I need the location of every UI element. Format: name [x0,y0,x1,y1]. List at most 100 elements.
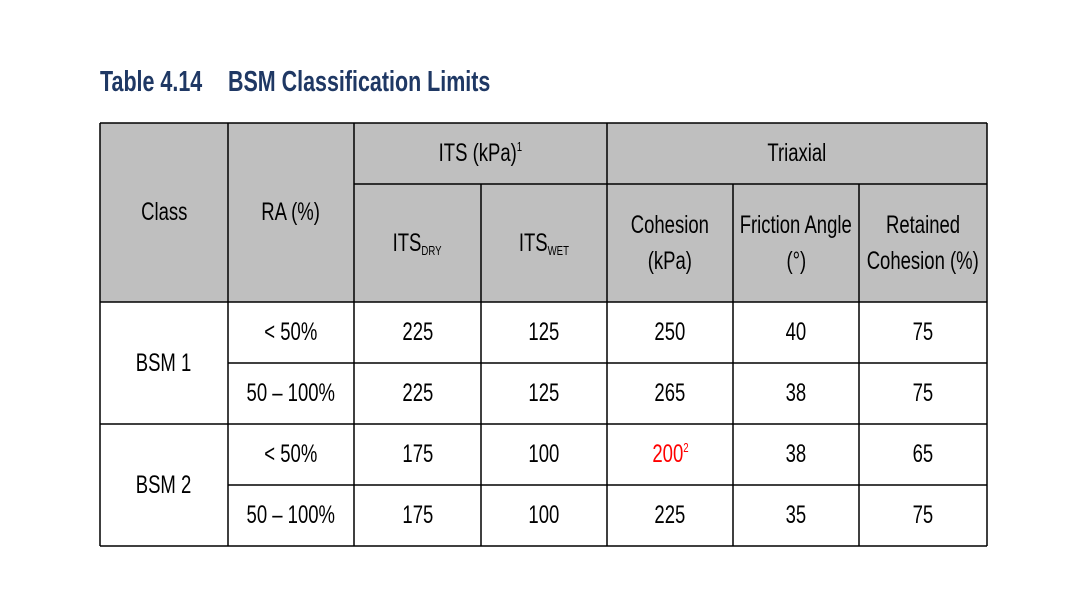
header-cell: ITS (kPa)1 [354,123,607,184]
class-cell: BSM 1 [100,302,228,424]
cell-value: 100 [528,440,560,469]
data-cell: 65 [859,424,987,485]
subscript: DRY [421,242,442,258]
cell-text: 65 [913,436,934,472]
data-cell: 125 [481,363,607,424]
cell-text: (°) [786,243,806,279]
cell-text: 38 [786,436,807,472]
cell-value: (kPa) [647,247,693,275]
data-cell: < 50% [228,302,354,363]
data-cell: 175 [354,485,481,546]
data-cell: 225 [607,485,733,546]
cell-value: Triaxial [767,139,827,168]
header-cell: ITSWET [481,184,607,302]
cell-text: 75 [913,375,934,411]
header-background [100,123,987,302]
table-title: BSM Classification Limits [228,66,491,98]
data-cell: 40 [733,302,859,363]
header-cell: RA (%) [228,123,354,302]
cell-value: Class [140,198,188,227]
cell-value: 100 [528,501,560,530]
cell-main: ITS (kPa) [438,139,517,168]
cell-value: 175 [402,440,433,469]
footnote-ref: 2 [682,440,689,456]
cell-text: 50 – 100% [247,375,335,411]
cell-text: 38 [786,375,807,411]
cell-value: Cohesion (%) [866,247,980,275]
cell-value: RA (%) [261,198,321,227]
cell-text: 40 [786,314,807,350]
cell-value: 50 – 100% [246,501,336,530]
cell-value: 75 [912,318,934,347]
data-cell: 125 [481,302,607,363]
data-cell: 75 [859,363,987,424]
cell-line: Retained [873,207,973,243]
cell-text: 100 [529,436,560,472]
cell-text: ITS (kPa)1 [439,135,522,171]
cell-main: 200 [651,440,683,469]
cell-text: 75 [913,314,934,350]
cell-value: 250 [654,318,686,347]
cell-text: 175 [402,436,433,472]
class-cell: BSM 2 [100,424,228,546]
cell-value: 175 [402,501,433,530]
cell-text: 225 [402,375,433,411]
cell-value: 38 [785,440,807,469]
cell-text: < 50% [265,436,318,472]
data-cell: 225 [354,363,481,424]
cell-value: 75 [912,379,934,408]
data-cell: 225 [354,302,481,363]
cell-text: 100 [529,497,560,533]
cell-text: 125 [529,375,560,411]
data-cell: 75 [859,302,987,363]
cell-text: Friction Angle [740,207,852,243]
cell-text: 225 [402,314,433,350]
header-cell: Cohesion (kPa) [607,184,733,302]
cell-text: Class [141,194,187,230]
cell-value: 225 [402,379,433,408]
cell-line: Cohesion (%) [847,243,998,279]
cell-text: 2002 [652,436,688,472]
data-cell: 100 [481,485,607,546]
cell-text: RA (%) [262,194,321,230]
data-cell: 38 [733,424,859,485]
cell-text: < 50% [265,314,318,350]
cell-line: Friction Angle [720,207,871,243]
data-cell: 38 [733,363,859,424]
cell-value: 40 [785,318,807,347]
cell-value: Cohesion [630,210,710,239]
data-cell: 2002 [607,424,733,485]
cell-text: Cohesion (%) [867,243,979,279]
cell-value: 225 [654,501,686,530]
cell-text: 75 [913,497,934,533]
cell-text: 50 – 100% [247,497,335,533]
header-cell: Retained Cohesion (%) [859,184,987,302]
cell-text: BSM 1 [136,345,192,381]
cell-main: ITS [518,228,548,257]
cell-text: Retained [886,207,960,243]
subscript: WET [547,242,570,258]
data-cell: 75 [859,485,987,546]
cell-value: Retained [885,210,961,239]
data-cell: 50 – 100% [228,363,354,424]
data-cell: 175 [354,424,481,485]
cell-value: (°) [786,247,806,275]
cell-value: BSM 1 [136,348,192,377]
table-number: Table 4.14 [100,66,203,98]
header-cell: ITSDRY [354,184,481,302]
cell-value: 125 [528,379,560,408]
cell-text: 175 [402,497,433,533]
cell-main: ITS [393,228,422,257]
cell-value: < 50% [264,440,318,469]
cell-value: BSM 2 [136,470,192,499]
cell-value: < 50% [264,318,318,347]
cell-text: ITSDRY [393,225,442,261]
cell-value: 75 [912,501,934,530]
cell-value: 265 [654,379,686,408]
footnote-ref: 1 [516,139,523,155]
cell-value: Friction Angle [739,210,853,239]
cell-text: (kPa) [648,243,692,279]
cell-text: ITSWET [519,225,569,261]
